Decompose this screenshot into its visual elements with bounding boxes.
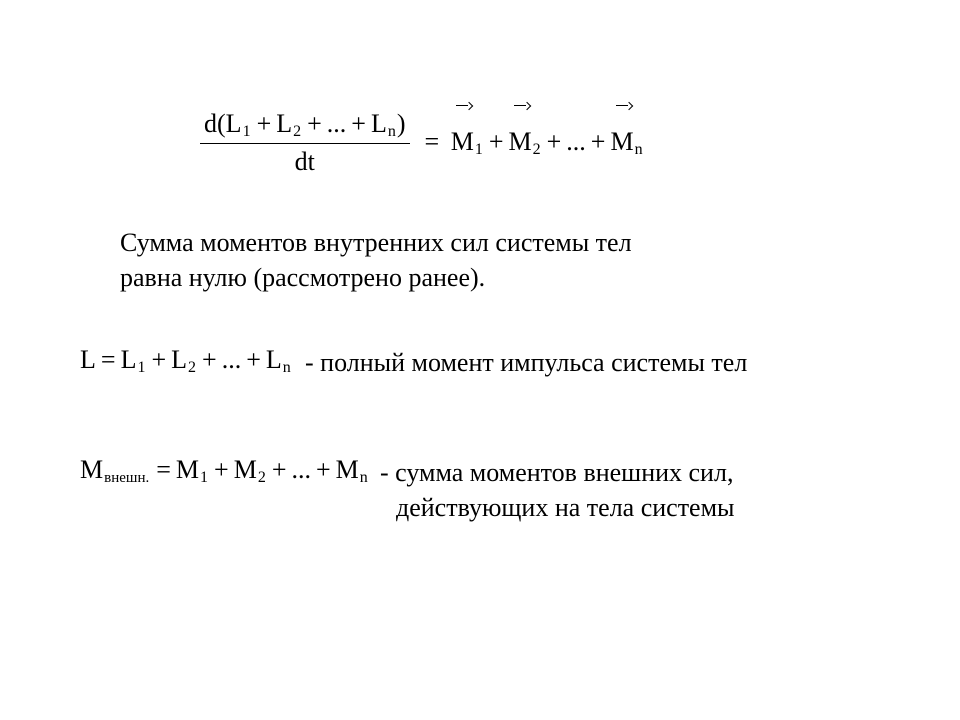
eq1-M1-sub: 1 bbox=[474, 141, 484, 158]
eq1-M1: M bbox=[451, 127, 474, 156]
page: d(L1+L2+...+Ln) dt = M1+M2+...+Mn Сумма … bbox=[0, 0, 960, 720]
eq1-M2-vector-icon: M bbox=[509, 127, 532, 157]
eq3-M-sub-ext: внешн. bbox=[103, 470, 151, 486]
eq1-Mn: M bbox=[610, 127, 633, 156]
eq3-M2-sub: 2 bbox=[257, 469, 267, 486]
eq1-rhs-plus-1: + bbox=[484, 127, 509, 156]
eq2-Ln-sub: n bbox=[282, 359, 292, 376]
eq1-Ln-sub: n bbox=[387, 123, 397, 140]
eq1-Mn-sub: n bbox=[634, 141, 644, 158]
para1-line1: Сумма моментов внутренних сил системы те… bbox=[120, 225, 632, 260]
eq1-denominator: dt bbox=[291, 148, 319, 175]
eq1-plus-2: + bbox=[302, 109, 327, 138]
label-total-angular-momentum: - полный момент импульса системы тел bbox=[305, 345, 747, 380]
eq1-Mn-vector-icon: M bbox=[610, 127, 633, 157]
equation-3: Mвнешн.=M1+M2+...+Mn bbox=[80, 455, 369, 487]
eq1-rhs-plus-2: + bbox=[542, 127, 567, 156]
equation-2: L=L1+L2+...+Ln bbox=[80, 345, 292, 377]
eq1-Ln: L bbox=[371, 109, 387, 138]
eq2-plus-2: + bbox=[197, 345, 222, 374]
eq1-d-open: d( bbox=[204, 109, 226, 138]
eq1-M1-vector-icon: M bbox=[451, 127, 474, 157]
eq2-equals: = bbox=[96, 345, 121, 374]
label-external-moments-line1: - сумма моментов внешних сил, bbox=[380, 455, 733, 490]
eq3-equals: = bbox=[151, 455, 176, 484]
eq1-L2: L bbox=[276, 109, 292, 138]
eq1-M2: M bbox=[509, 127, 532, 156]
eq1-rhs-plus-3: + bbox=[586, 127, 611, 156]
eq1-plus-1: + bbox=[252, 109, 277, 138]
eq2-dots: ... bbox=[222, 345, 242, 374]
eq2-L: L bbox=[80, 345, 96, 374]
eq3-plus-2: + bbox=[267, 455, 292, 484]
eq2-L1: L bbox=[121, 345, 137, 374]
eq3-M1: M bbox=[176, 455, 199, 484]
eq3-M1-sub: 1 bbox=[199, 469, 209, 486]
eq3-Mn-sub: n bbox=[359, 469, 369, 486]
eq1-rhs-dots: ... bbox=[566, 127, 586, 156]
eq1-rhs: = M1+M2+...+Mn bbox=[420, 127, 644, 159]
para1-line2: равна нулю (рассмотрено ранее). bbox=[120, 260, 632, 295]
label-external-moments-line2: действующих на тела системы bbox=[396, 490, 735, 525]
eq1-M2-sub: 2 bbox=[532, 141, 542, 158]
eq1-L1: L bbox=[226, 109, 242, 138]
eq3-dots: ... bbox=[292, 455, 312, 484]
eq2-plus-3: + bbox=[241, 345, 266, 374]
equation-1: d(L1+L2+...+Ln) dt = M1+M2+...+Mn bbox=[200, 110, 644, 175]
eq1-dots: ... bbox=[327, 109, 347, 138]
eq1-numerator: d(L1+L2+...+Ln) bbox=[200, 110, 410, 141]
eq1-close: ) bbox=[397, 109, 406, 138]
eq1-L2-sub: 2 bbox=[292, 123, 302, 140]
eq3-plus-3: + bbox=[311, 455, 336, 484]
eq1-plus-3: + bbox=[346, 109, 371, 138]
eq3-M: M bbox=[80, 455, 103, 484]
eq1-equals: = bbox=[420, 127, 445, 156]
eq3-M2: M bbox=[234, 455, 257, 484]
eq3-plus-1: + bbox=[209, 455, 234, 484]
eq2-Ln: L bbox=[266, 345, 282, 374]
eq1-fraction: d(L1+L2+...+Ln) dt bbox=[200, 110, 410, 175]
eq2-L2-sub: 2 bbox=[187, 359, 197, 376]
eq3-Mn: M bbox=[336, 455, 359, 484]
eq1-L1-sub: 1 bbox=[242, 123, 252, 140]
eq2-L2: L bbox=[171, 345, 187, 374]
eq1-fraction-bar bbox=[200, 143, 410, 144]
eq2-L1-sub: 1 bbox=[136, 359, 146, 376]
eq2-plus-1: + bbox=[146, 345, 171, 374]
paragraph-internal-moments: Сумма моментов внутренних сил системы те… bbox=[120, 225, 632, 295]
